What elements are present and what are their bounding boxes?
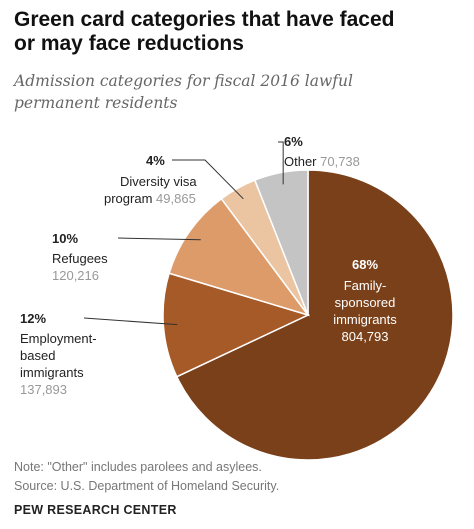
label-employment-name: immigrants	[20, 365, 84, 380]
label-employment-percent: 12%	[20, 311, 46, 326]
label-diversity-name-value: program 49,865	[104, 191, 196, 206]
label-family-name: immigrants	[333, 312, 397, 327]
leader-refugees	[117, 237, 201, 241]
pie-slice-family	[175, 169, 454, 461]
note-text: Note: "Other" includes parolees and asyl…	[14, 460, 262, 474]
label-diversity-name: Diversity visa	[120, 174, 197, 189]
leader-diversity	[172, 159, 244, 200]
pie-slice-employment	[162, 272, 311, 378]
leader-other	[278, 141, 284, 185]
label-family-name: sponsored	[335, 295, 396, 310]
brand-logo-text: PEW RESEARCH CENTER	[14, 503, 177, 517]
label-other-name-value: Other 70,738	[284, 154, 360, 169]
label-refugees-name: Refugees	[52, 251, 108, 266]
label-family-value: 804,793	[342, 329, 389, 344]
leader-employment	[83, 317, 178, 326]
label-employment-name: based	[20, 348, 55, 363]
label-employment-name: Employment-	[20, 331, 97, 346]
chart-title: Green card categories that have faced or…	[14, 8, 464, 56]
chart-title-line-1: Green card categories that have faced	[14, 8, 395, 31]
footnote: Note: "Other" includes parolees and asyl…	[14, 458, 279, 496]
pie-slice-refugees	[168, 197, 310, 317]
chart-subtitle-line-1: Admission categories for fiscal 2016 law…	[14, 72, 353, 90]
chart-title-line-2: or may face reductions	[14, 32, 244, 55]
label-other-percent: 6%	[284, 134, 303, 149]
label-family-percent: 68%	[352, 257, 378, 272]
label-employment-value: 137,893	[20, 382, 67, 397]
label-family-name: Family-	[344, 278, 387, 293]
label-diversity-percent: 4%	[146, 153, 165, 168]
label-refugees-percent: 10%	[52, 231, 78, 246]
source-text: Source: U.S. Department of Homeland Secu…	[14, 479, 280, 493]
label-refugees-value: 120,216	[52, 268, 99, 283]
pie-slice-other	[253, 169, 309, 316]
chart-subtitle-line-2: permanent residents	[14, 94, 178, 112]
chart-subtitle: Admission categories for fiscal 2016 law…	[14, 70, 464, 114]
